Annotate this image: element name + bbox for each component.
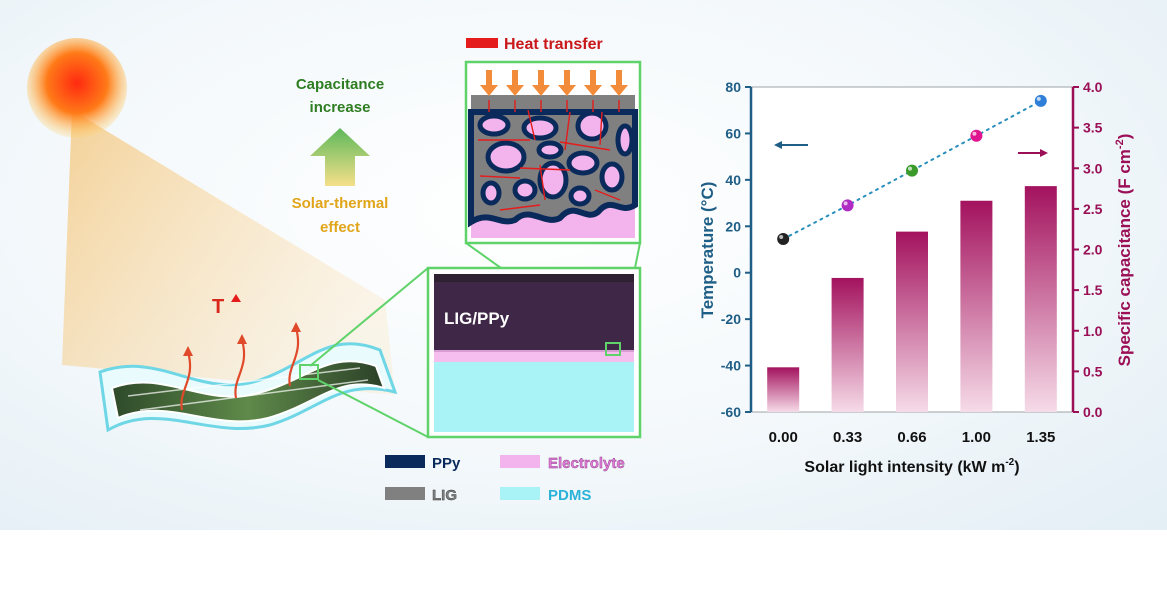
trend-line	[782, 99, 1042, 241]
legend-swatch-lig	[385, 487, 425, 500]
left-tick-label: -60	[721, 404, 741, 420]
cross-section-inset: LIG/PPy	[426, 266, 642, 439]
right-tick-label: 4.0	[1083, 79, 1103, 95]
right-tick-label: 3.0	[1083, 160, 1103, 176]
capacitance-label-2: increase	[310, 99, 371, 116]
legend-label-electrolyte: Electrolyte	[548, 455, 625, 472]
bar-2	[896, 231, 928, 412]
heat-transfer-label: Heat transfer	[504, 36, 603, 53]
capacitance-label-1: Capacitance	[296, 76, 384, 93]
legend-swatch-ppy	[385, 455, 425, 468]
left-tick-label: 60	[725, 125, 741, 141]
zoom-line	[317, 379, 429, 438]
data-point-3	[970, 129, 983, 142]
improvement-arrow-icon	[310, 128, 370, 186]
left-tick-label: 80	[725, 79, 741, 95]
sunlight-beam	[62, 110, 395, 395]
left-axis-ticks: 80 60 40 20 0 -20 -40 -60	[721, 79, 751, 420]
left-tick-label: -40	[721, 358, 741, 374]
flexible-device	[98, 342, 398, 433]
right-tick-label: 0.5	[1083, 363, 1103, 379]
data-point-2	[906, 164, 918, 177]
bar-3	[960, 200, 993, 412]
data-point-highlight-3	[972, 131, 977, 136]
right-tick-label: 3.5	[1083, 120, 1103, 136]
up-arrow-icon	[231, 294, 241, 314]
x-tick-label: 1.00	[962, 429, 991, 446]
material-legend: PPy Electrolyte LIG PDMS	[385, 455, 625, 504]
x-tick-label: 0.33	[833, 429, 862, 446]
data-point-highlight-4	[1036, 96, 1041, 101]
left-tick-label: 40	[725, 172, 741, 188]
left-tick-label: 0	[733, 265, 741, 281]
bar-0	[767, 367, 800, 412]
right-axis-ticks: 4.0 3.5 3.0 2.5 2.0 1.5 1.0 0.5 0.0	[1073, 79, 1103, 420]
right-tick-label: 2.5	[1083, 201, 1103, 217]
temperature-rise-label: T	[212, 296, 224, 318]
lig-ppy-label: LIG/PPy	[444, 309, 510, 328]
data-point-4	[1034, 94, 1047, 107]
x-axis-ticks: 0.00 0.33 0.66 1.00 1.35	[769, 429, 1056, 446]
x-tick-label: 1.35	[1026, 429, 1055, 446]
sun-icon	[27, 38, 127, 138]
left-axis-title: Temperature (°C)	[698, 182, 717, 319]
heat-arrow-icon	[180, 322, 301, 411]
data-point-highlight-2	[908, 166, 912, 171]
right-axis-title: Specific capacitance (F cm-2)	[1114, 134, 1134, 367]
trend-line-group	[782, 99, 1042, 241]
left-tick-label: 20	[725, 218, 741, 234]
solar-thermal-label-1: Solar-thermal	[292, 195, 389, 212]
left-tick-label: -20	[721, 311, 741, 327]
legend-swatch-pdms	[500, 487, 540, 500]
microstructure-inset	[464, 60, 642, 245]
solar-thermal-label-2: effect	[320, 219, 360, 236]
bar-1	[831, 277, 864, 412]
data-point-highlight-1	[843, 201, 848, 206]
right-tick-label: 1.0	[1083, 323, 1103, 339]
legend-swatch-electrolyte	[500, 455, 540, 468]
legend-label-pdms: PDMS	[548, 487, 591, 504]
points-group	[777, 94, 1047, 246]
data-point-highlight-0	[779, 235, 784, 240]
zoom-line	[309, 267, 429, 367]
x-tick-label: 0.00	[769, 429, 798, 446]
legend-label-ppy: PPy	[432, 455, 461, 472]
x-tick-label: 0.66	[897, 429, 926, 446]
right-tick-label: 1.5	[1083, 282, 1103, 298]
bars-group	[767, 186, 1057, 412]
left-series-arrow-icon	[774, 141, 808, 149]
heat-transfer-swatch	[466, 38, 498, 48]
data-point-0	[777, 233, 790, 246]
data-point-1	[841, 199, 854, 212]
x-axis-title: Solar light intensity (kW m-2)	[804, 457, 1019, 476]
right-tick-label: 2.0	[1083, 242, 1103, 258]
right-series-arrow-icon	[1018, 149, 1048, 157]
bar-4	[1024, 186, 1057, 412]
legend-label-lig: LIG	[432, 487, 457, 504]
right-tick-label: 0.0	[1083, 404, 1103, 420]
